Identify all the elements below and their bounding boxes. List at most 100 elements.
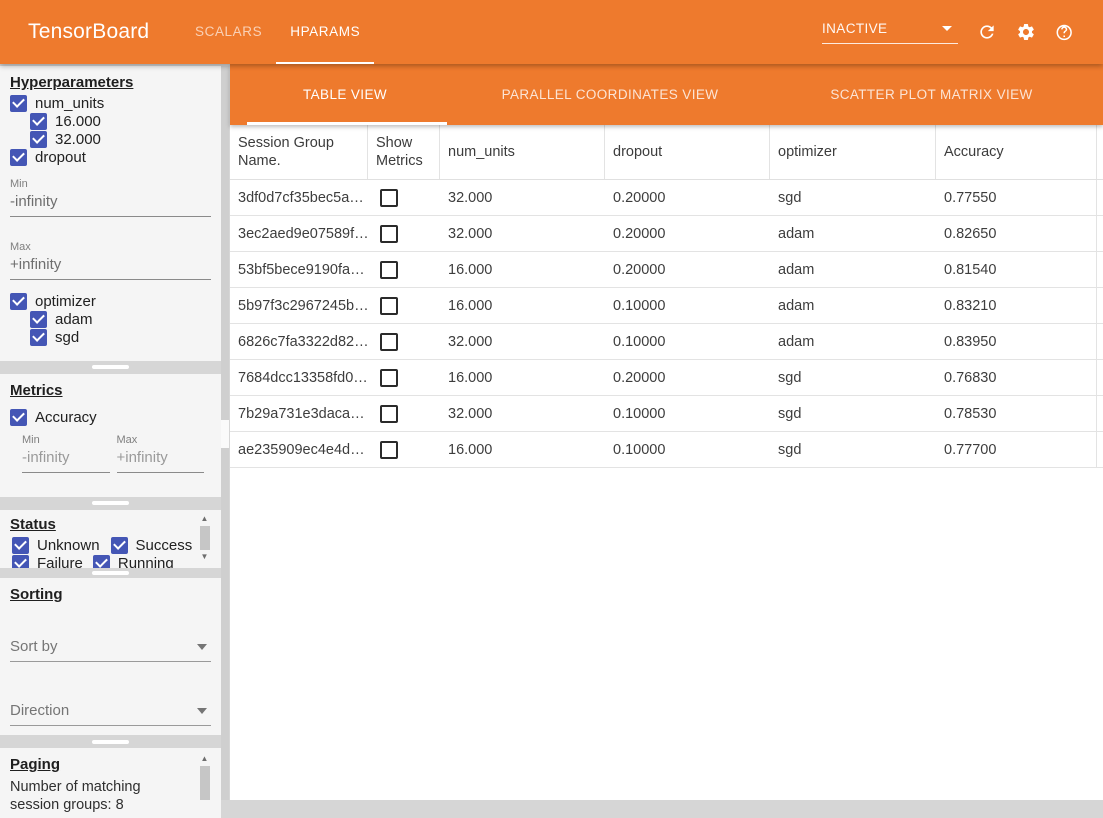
sgd-checkbox[interactable]: [30, 329, 47, 346]
tab-table-view[interactable]: TABLE VIEW: [230, 64, 460, 125]
value-32-label: 32.000: [55, 131, 101, 148]
accuracy-cell: 0.77700: [936, 432, 1097, 467]
table-row: 7b29a731e3daca… 32.000 0.10000 sgd 0.785…: [230, 396, 1103, 432]
column-header-show-metrics[interactable]: Show Metrics: [368, 125, 440, 179]
dropout-checkbox[interactable]: [10, 149, 27, 166]
scroll-up-icon[interactable]: ▲: [201, 754, 209, 764]
section-resize-handle[interactable]: [92, 501, 129, 505]
section-resize-handle[interactable]: [92, 571, 129, 575]
sidebar-scrollbar[interactable]: [221, 66, 229, 800]
show-metrics-checkbox[interactable]: [380, 405, 398, 423]
run-selector-value: INACTIVE: [822, 21, 887, 36]
show-metrics-checkbox[interactable]: [380, 441, 398, 459]
optimizer-label: optimizer: [35, 293, 96, 310]
paging-scrollbar[interactable]: ▲: [198, 754, 211, 800]
unknown-label: Unknown: [37, 537, 100, 554]
show-metrics-checkbox[interactable]: [380, 225, 398, 243]
tab-scatter-plot-matrix-view[interactable]: SCATTER PLOT MATRIX VIEW: [760, 64, 1103, 125]
optimizer-cell: adam: [770, 216, 936, 251]
filler-cell: [1097, 324, 1103, 359]
show-metrics-checkbox[interactable]: [380, 333, 398, 351]
accuracy-cell: 0.83950: [936, 324, 1097, 359]
max-input[interactable]: +infinity: [117, 447, 205, 473]
num-units-cell: 16.000: [440, 288, 605, 323]
scrollbar-thumb[interactable]: [200, 766, 210, 800]
failure-checkbox[interactable]: [12, 555, 29, 569]
optimizer-cell: sgd: [770, 180, 936, 215]
accuracy-filter-fields: Min -infinity Max +infinity: [22, 434, 211, 473]
session-group-name: 5b97f3c2967245b…: [230, 288, 368, 323]
section-resize-handle[interactable]: [92, 740, 129, 744]
column-header-optimizer[interactable]: optimizer: [770, 125, 936, 179]
dropout-min-field: Min -infinity: [10, 178, 211, 217]
session-group-name: 7b29a731e3daca…: [230, 396, 368, 431]
status-scrollbar[interactable]: ▲ ▼: [198, 514, 211, 566]
success-checkbox[interactable]: [111, 537, 128, 554]
hparam-row-num-units: num_units: [10, 94, 211, 112]
min-label: Min: [10, 178, 211, 191]
tab-scatter-plot-matrix-label: SCATTER PLOT MATRIX VIEW: [830, 87, 1032, 102]
column-header-accuracy[interactable]: Accuracy: [936, 125, 1097, 179]
optimizer-checkbox[interactable]: [10, 293, 27, 310]
filler-cell: [1097, 252, 1103, 287]
filler-cell: [1097, 360, 1103, 395]
show-metrics-cell: [368, 396, 440, 431]
scroll-up-icon[interactable]: ▲: [201, 514, 209, 524]
topbar: TensorBoard SCALARS HPARAMS INACTIVE: [0, 0, 1103, 64]
sort-by-select[interactable]: Sort by: [10, 638, 211, 662]
num-units-cell: 32.000: [440, 396, 605, 431]
direction-select[interactable]: Direction: [10, 702, 211, 726]
show-metrics-cell: [368, 216, 440, 251]
show-metrics-checkbox[interactable]: [380, 261, 398, 279]
filler-cell: [1097, 396, 1103, 431]
column-header-num-units[interactable]: num_units: [440, 125, 605, 179]
gear-icon[interactable]: [1016, 22, 1036, 42]
unknown-checkbox[interactable]: [12, 537, 29, 554]
dropout-cell: 0.20000: [605, 360, 770, 395]
metrics-heading: Metrics: [10, 382, 211, 400]
section-resize-handle[interactable]: [92, 365, 129, 369]
max-label: Max: [117, 434, 205, 447]
scrollbar-thumb[interactable]: [200, 526, 210, 550]
table-row: 7684dcc13358fd0… 16.000 0.20000 sgd 0.76…: [230, 360, 1103, 396]
value-16-checkbox[interactable]: [30, 113, 47, 130]
dropout-cell: 0.10000: [605, 288, 770, 323]
accuracy-min-field: Min -infinity: [22, 434, 110, 473]
num-units-checkbox[interactable]: [10, 95, 27, 112]
optimizer-cell: sgd: [770, 360, 936, 395]
tensorboard-app: TensorBoard SCALARS HPARAMS INACTIVE Hyp…: [0, 0, 1103, 800]
tab-hparams[interactable]: HPARAMS: [276, 0, 374, 64]
hparam-row-optimizer: optimizer: [10, 292, 211, 310]
scrollbar-thumb[interactable]: [221, 420, 229, 448]
app-title: TensorBoard: [28, 0, 149, 64]
running-checkbox[interactable]: [93, 555, 110, 569]
show-metrics-checkbox[interactable]: [380, 369, 398, 387]
dropout-cell: 0.10000: [605, 432, 770, 467]
status-filters: Unknown Success Failure Running: [12, 536, 194, 568]
column-header-dropout[interactable]: dropout: [605, 125, 770, 179]
show-metrics-checkbox[interactable]: [380, 189, 398, 207]
show-metrics-cell: [368, 288, 440, 323]
adam-checkbox[interactable]: [30, 311, 47, 328]
column-header-session-group-name[interactable]: Session Group Name.: [230, 125, 368, 179]
refresh-icon[interactable]: [977, 22, 997, 42]
dropout-cell: 0.20000: [605, 180, 770, 215]
help-icon[interactable]: [1055, 22, 1075, 42]
success-label: Success: [136, 537, 193, 554]
tab-parallel-coordinates-view[interactable]: PARALLEL COORDINATES VIEW: [460, 64, 760, 125]
run-selector[interactable]: INACTIVE: [822, 21, 958, 44]
show-metrics-checkbox[interactable]: [380, 297, 398, 315]
accuracy-cell: 0.82650: [936, 216, 1097, 251]
scroll-down-icon[interactable]: ▼: [201, 552, 209, 562]
min-input[interactable]: -infinity: [22, 447, 110, 473]
num-units-cell: 16.000: [440, 432, 605, 467]
filler-cell: [1097, 432, 1103, 467]
session-group-name: 53bf5bece9190fa…: [230, 252, 368, 287]
chevron-down-icon: [197, 708, 207, 714]
max-input[interactable]: +infinity: [10, 254, 211, 280]
accuracy-checkbox[interactable]: [10, 409, 27, 426]
table-row: 6826c7fa3322d82… 32.000 0.10000 adam 0.8…: [230, 324, 1103, 360]
value-32-checkbox[interactable]: [30, 131, 47, 148]
min-input[interactable]: -infinity: [10, 191, 211, 217]
tab-scalars[interactable]: SCALARS: [181, 0, 276, 64]
